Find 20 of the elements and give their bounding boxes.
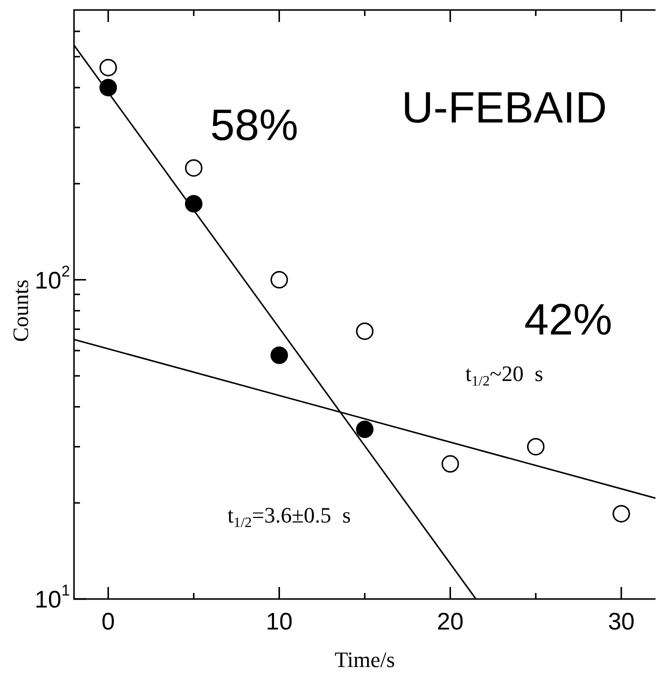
annotation: 58% [210,100,298,150]
y-axis-title: Counts [8,280,33,342]
point [270,271,288,289]
point [442,455,460,473]
point [356,420,374,438]
point [184,195,202,213]
point [184,159,202,177]
x-tick-label: 10 [266,608,293,636]
x-tick-label: 30 [608,608,635,636]
annotation: U-FEBAID [402,83,607,132]
point [356,322,374,340]
x-tick-label: 20 [436,608,464,636]
point [99,58,117,76]
point [270,346,288,364]
x-tick-label: 0 [102,608,115,636]
point [527,438,545,456]
annotation: 42% [524,295,612,344]
point [612,504,630,522]
x-axis-title: Time/s [334,646,395,672]
point [99,78,117,96]
